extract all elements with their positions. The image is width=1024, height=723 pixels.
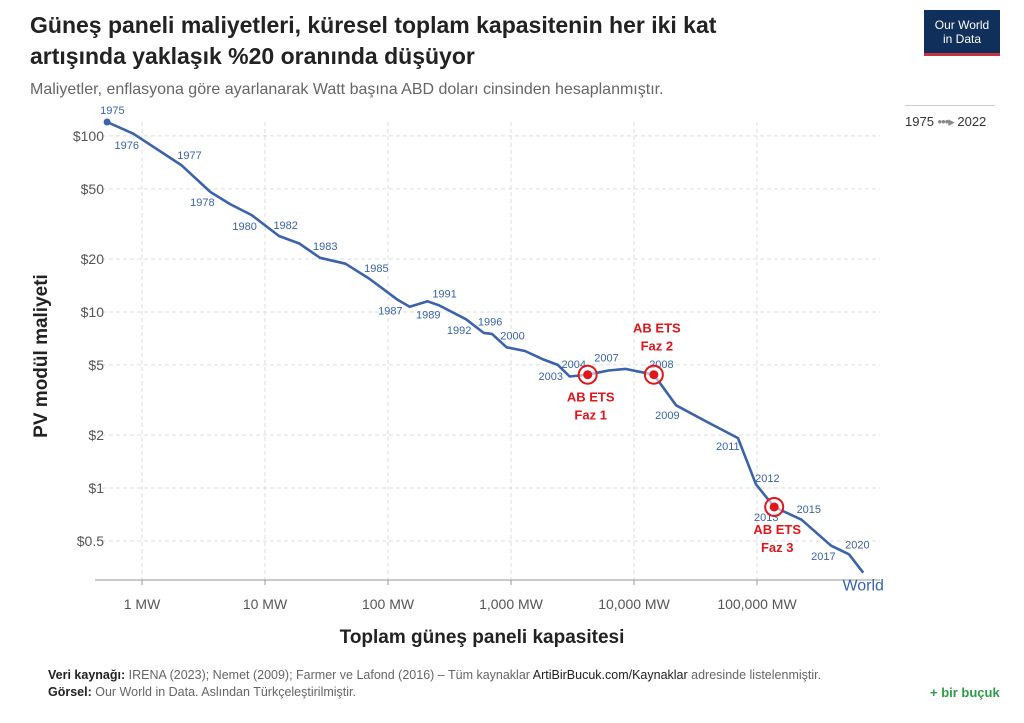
- x-tick-label: 10,000 MW: [598, 596, 670, 612]
- year-label: 1992: [447, 325, 471, 337]
- chart-title-line2: artışında yaklaşık %20 oranında düşüyor: [30, 43, 475, 69]
- x-tick-label: 100,000 MW: [717, 596, 797, 612]
- x-tick-label: 1,000 MW: [479, 596, 544, 612]
- year-label: 1987: [378, 306, 402, 318]
- ets-label-line2: Faz 3: [761, 540, 794, 555]
- year-label: 1977: [177, 150, 201, 162]
- y-tick-label: $50: [81, 181, 105, 197]
- year-label: 1975: [100, 105, 124, 117]
- graphic-label: Görsel:: [48, 685, 92, 699]
- x-tick-label: 10 MW: [243, 596, 288, 612]
- year-label: 1980: [232, 221, 256, 233]
- y-tick-label: $100: [73, 128, 104, 144]
- year-label: 2000: [500, 331, 524, 343]
- year-label: 2017: [811, 551, 835, 563]
- ets-marker-dot[interactable]: [769, 502, 779, 512]
- timeline-end: 2022: [957, 114, 987, 129]
- source-tail: adresinde listelenmiştir.: [691, 668, 822, 682]
- ets-marker-dot[interactable]: [649, 370, 659, 380]
- ets-label-line2: Faz 2: [641, 339, 674, 354]
- x-tick-label: 100 MW: [362, 596, 415, 612]
- y-tick-label: $2: [88, 427, 104, 443]
- year-label: 1982: [273, 220, 297, 232]
- x-tick-label: 1 MW: [124, 596, 161, 612]
- year-label: 2007: [594, 353, 618, 365]
- timeline-arrow-icon: •••▸: [937, 114, 955, 129]
- logo-line1: Our World: [934, 17, 990, 32]
- ets-label-line2: Faz 1: [574, 408, 607, 423]
- year-label: 1983: [313, 241, 337, 253]
- y-tick-label: $20: [81, 251, 105, 267]
- ets-label-line1: AB ETS: [633, 321, 681, 336]
- year-label: 2012: [755, 473, 779, 485]
- ets-label-line1: AB ETS: [567, 390, 615, 405]
- source-link[interactable]: ArtiBirBucuk.com/Kaynaklar: [532, 668, 688, 682]
- graphic-text: Our World in Data. Aslından Türkçeleştir…: [95, 685, 356, 699]
- year-label: 1991: [432, 289, 456, 301]
- y-tick-label: $0.5: [77, 533, 104, 549]
- year-label: 1978: [190, 197, 214, 209]
- chart-title: Güneş paneli maliyetleri, küresel toplam…: [30, 10, 860, 72]
- year-label: 2011: [716, 441, 740, 453]
- series-start-point[interactable]: [103, 118, 111, 126]
- series-line-world[interactable]: [106, 120, 865, 574]
- year-label: 2004: [561, 359, 585, 371]
- year-label: 1989: [416, 309, 440, 321]
- year-label: 2003: [539, 371, 563, 383]
- y-axis-label: PV modül maliyeti: [31, 274, 52, 438]
- series-end-label: World: [842, 578, 884, 595]
- year-label: 1996: [478, 317, 502, 329]
- birbucuk-logo: + bir buçuk: [930, 685, 1000, 700]
- chart-subtitle: Maliyetler, enflasyona göre ayarlanarak …: [30, 81, 664, 98]
- year-label: 1985: [364, 263, 388, 275]
- source-label: Veri kaynağı:: [48, 668, 126, 682]
- year-label: 2009: [655, 410, 679, 422]
- timeline-rule: [905, 105, 995, 106]
- logo-line2: in Data: [942, 31, 982, 46]
- year-label: 2015: [797, 504, 821, 516]
- x-axis-label: Toplam güneş paneli kapasitesi: [340, 627, 625, 648]
- ets-marker-dot[interactable]: [583, 370, 593, 380]
- y-tick-label: $10: [81, 304, 105, 320]
- timeline-start: 1975: [905, 114, 934, 129]
- chart-title-line1: Güneş paneli maliyetleri, küresel toplam…: [30, 12, 717, 38]
- year-label: 1976: [115, 140, 139, 152]
- year-label: 2020: [845, 539, 869, 551]
- y-tick-label: $1: [88, 480, 104, 496]
- footer-source: Veri kaynağı: IRENA (2023); Nemet (2009)…: [48, 668, 821, 682]
- y-tick-label: $5: [88, 357, 104, 373]
- ets-label-line1: AB ETS: [753, 522, 801, 537]
- timeline-range[interactable]: 1975 •••▸ 2022: [905, 114, 986, 130]
- source-text: IRENA (2023); Nemet (2009); Farmer ve La…: [128, 668, 530, 682]
- footer-graphic: Görsel: Our World in Data. Aslından Türk…: [48, 685, 356, 699]
- owid-logo[interactable]: Our World in Data: [924, 10, 1000, 56]
